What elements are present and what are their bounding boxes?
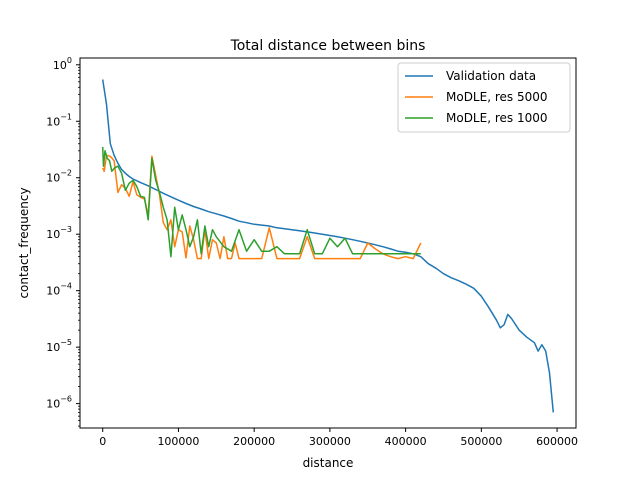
legend: Validation data MoDLE, res 5000 MoDLE, res… <box>397 62 571 133</box>
y-tick-label: 10−5 <box>46 338 72 354</box>
x-tick-label: 300000 <box>309 435 351 448</box>
legend-label: Validation data <box>446 69 536 83</box>
y-tick-label: 10−2 <box>46 169 72 185</box>
x-tick-label: 100000 <box>157 435 199 448</box>
x-tick-label: 400000 <box>385 435 427 448</box>
x-tick-label: 500000 <box>460 435 502 448</box>
x-axis: 0 100000 200000 300000 400000 500000 600000 <box>99 428 578 448</box>
legend-label: MoDLE, res 1000 <box>446 111 548 125</box>
y-tick-label: 10−4 <box>46 282 72 298</box>
y-axis-label: contact_frequency <box>17 187 31 298</box>
legend-frame <box>397 62 571 133</box>
y-tick-label: 10−6 <box>46 395 72 411</box>
x-tick-label: 600000 <box>536 435 578 448</box>
y-axis: 10−6 10−5 10−4 10−3 10−2 10−1 100 <box>46 56 80 427</box>
chart-title: Total distance between bins <box>230 38 426 54</box>
plot-lines <box>101 79 555 413</box>
x-tick-label: 200000 <box>233 435 275 448</box>
series-line-modle-res-5000 <box>102 154 422 260</box>
y-tick-label: 10−3 <box>46 225 72 241</box>
y-tick-label: 10−1 <box>46 112 72 128</box>
x-axis-label: distance <box>303 456 354 470</box>
series-line-modle-res-1000 <box>101 146 421 258</box>
y-tick-label: 100 <box>53 56 72 72</box>
x-tick-label: 0 <box>99 435 106 448</box>
legend-label: MoDLE, res 5000 <box>446 90 548 104</box>
